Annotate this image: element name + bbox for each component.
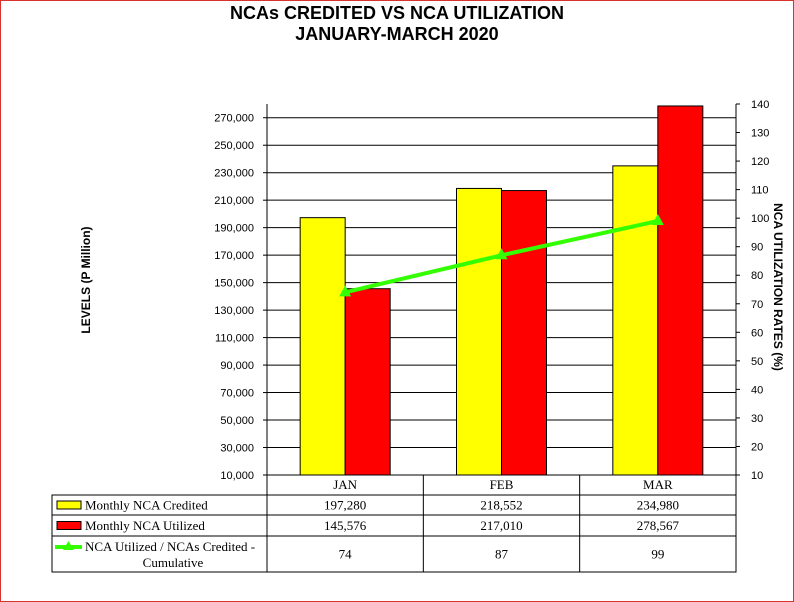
data-label: 234,980 [637,498,679,513]
y2-tick-label: 40 [751,384,763,396]
legend-label: Monthly NCA Utilized [85,518,205,533]
legend-label: Cumulative [143,555,204,570]
y2-tick-label: 130 [751,128,769,140]
y2-tick-label: 50 [751,356,763,368]
y-tick-label: 190,000 [214,223,254,235]
line-point-marker [495,248,508,260]
legend-label: NCA Utilized / NCAs Credited - [85,539,255,554]
line-point-marker [651,214,664,226]
y-tick-label: 10,000 [220,470,254,482]
y-tick-label: 130,000 [214,305,254,317]
y2-tick-label: 140 [751,99,769,111]
y2-tick-label: 120 [751,156,769,168]
data-table: JAN FEB MAR Monthly NCA Credited 197,280 218,… [51,475,737,573]
data-label: 217,010 [480,518,522,533]
y2-tick-label: 30 [751,413,763,425]
axes: 10,000 30,000 50,000 70,000 90,000 110,000 130… [214,99,769,482]
bar [612,165,659,476]
data-label: 278,567 [637,518,680,533]
y2-tick-label: 100 [751,213,769,225]
data-label: 99 [651,547,664,562]
bar [456,187,502,476]
legend-swatch [56,500,82,510]
line-point-marker [339,285,352,297]
bar [501,190,547,476]
y-tick-label: 270,000 [214,113,254,125]
legend-marker [63,541,74,550]
data-label: 74 [339,547,353,562]
y-tick-label: 250,000 [214,140,254,152]
y-tick-label: 30,000 [220,443,254,455]
y2-axis-title: NCA UTILIZATION RATES (%) [771,203,785,371]
legend-swatch [56,521,82,530]
y-tick-label: 70,000 [220,388,254,400]
y2-tick-label: 70 [751,299,763,311]
data-label: 197,280 [324,498,366,513]
y-tick-label: 170,000 [214,250,254,262]
x-tick-label: FEB [490,477,514,492]
y-axis-title: LEVELS (P Million) [79,226,93,333]
y2-tick-label: 90 [751,242,763,254]
y-tick-label: 210,000 [214,195,254,207]
chart-subtitle: JANUARY-MARCH 2020 [295,24,499,44]
rate-line [339,214,664,297]
y-tick-label: 230,000 [214,168,254,180]
bar [299,217,346,476]
y2-tick-label: 10 [751,470,763,482]
bar [344,288,391,476]
chart-title: NCAs CREDITED VS NCA UTILIZATION [229,3,564,23]
bar [657,105,704,476]
data-label: 218,552 [480,498,522,513]
x-tick-label: JAN [333,477,357,492]
y2-tick-label: 20 [751,441,763,453]
y2-tick-label: 60 [751,327,763,339]
y2-tick-label: 80 [751,270,763,282]
x-tick-label: MAR [643,477,673,492]
data-label: 87 [495,547,509,562]
y-tick-label: 90,000 [220,360,254,372]
y-tick-label: 150,000 [214,278,254,290]
bars [299,105,704,476]
legend-label: Monthly NCA Credited [85,498,208,513]
y-tick-label: 110,000 [215,333,254,345]
data-label: 145,576 [324,518,367,533]
y2-tick-label: 110 [751,185,769,197]
y-tick-label: 50,000 [220,415,254,427]
